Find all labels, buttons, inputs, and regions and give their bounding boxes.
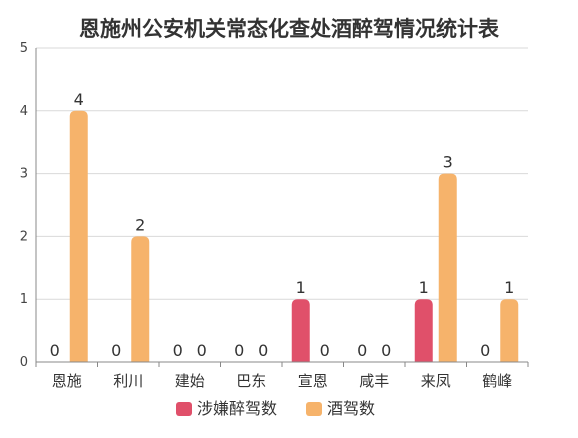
data-label: 0 <box>173 341 183 360</box>
legend-item[interactable]: 酒驾数 <box>306 399 375 418</box>
y-tick-label: 0 <box>20 355 28 370</box>
data-label: 3 <box>443 153 453 172</box>
legend-label: 酒驾数 <box>327 399 375 418</box>
y-tick-label: 1 <box>20 292 28 307</box>
legend: 涉嫌醉驾数 酒驾数 <box>176 399 375 418</box>
data-label: 1 <box>504 278 514 297</box>
bar <box>500 299 519 362</box>
y-tick-label: 5 <box>20 41 28 56</box>
x-tick-label: 鹤峰 <box>482 372 512 390</box>
bar <box>414 299 433 362</box>
legend-label: 涉嫌醉驾数 <box>197 399 277 418</box>
x-tick-label: 来凤 <box>421 372 451 390</box>
bar <box>69 110 88 362</box>
legend-item[interactable]: 涉嫌醉驾数 <box>176 399 277 418</box>
x-tick-label: 建始 <box>175 372 205 390</box>
data-label: 2 <box>135 215 145 234</box>
legend-swatch <box>306 402 322 416</box>
data-label: 0 <box>357 341 367 360</box>
x-tick-label: 宣恩 <box>298 372 328 390</box>
bar <box>291 299 310 362</box>
x-tick-label: 咸丰 <box>359 372 389 390</box>
data-label: 0 <box>197 341 207 360</box>
y-tick-label: 3 <box>20 167 28 182</box>
bar <box>438 173 457 362</box>
x-axis: 恩施 利川 建始 巴东 宣恩 咸丰 来凤 鹤峰 <box>35 361 529 390</box>
data-label: 0 <box>258 341 268 360</box>
data-label: 0 <box>320 341 330 360</box>
x-tick-label: 利川 <box>113 372 143 390</box>
x-tick-label: 巴东 <box>236 372 266 390</box>
data-label: 0 <box>234 341 244 360</box>
legend-swatch <box>176 402 192 416</box>
data-label: 0 <box>381 341 391 360</box>
data-label: 4 <box>74 90 84 109</box>
data-label: 0 <box>111 341 121 360</box>
y-axis: 0 1 2 3 4 5 <box>20 41 37 370</box>
bars <box>69 110 519 362</box>
data-label: 0 <box>480 341 490 360</box>
x-tick-label: 恩施 <box>52 372 82 390</box>
data-label: 1 <box>296 278 306 297</box>
bar <box>131 236 150 362</box>
y-tick-label: 4 <box>20 104 28 119</box>
y-tick-label: 2 <box>20 229 28 244</box>
data-label: 1 <box>419 278 429 297</box>
data-label: 0 <box>50 341 60 360</box>
chart-title: 恩施州公安机关常态化查处酒醉驾情况统计表 <box>79 17 500 41</box>
